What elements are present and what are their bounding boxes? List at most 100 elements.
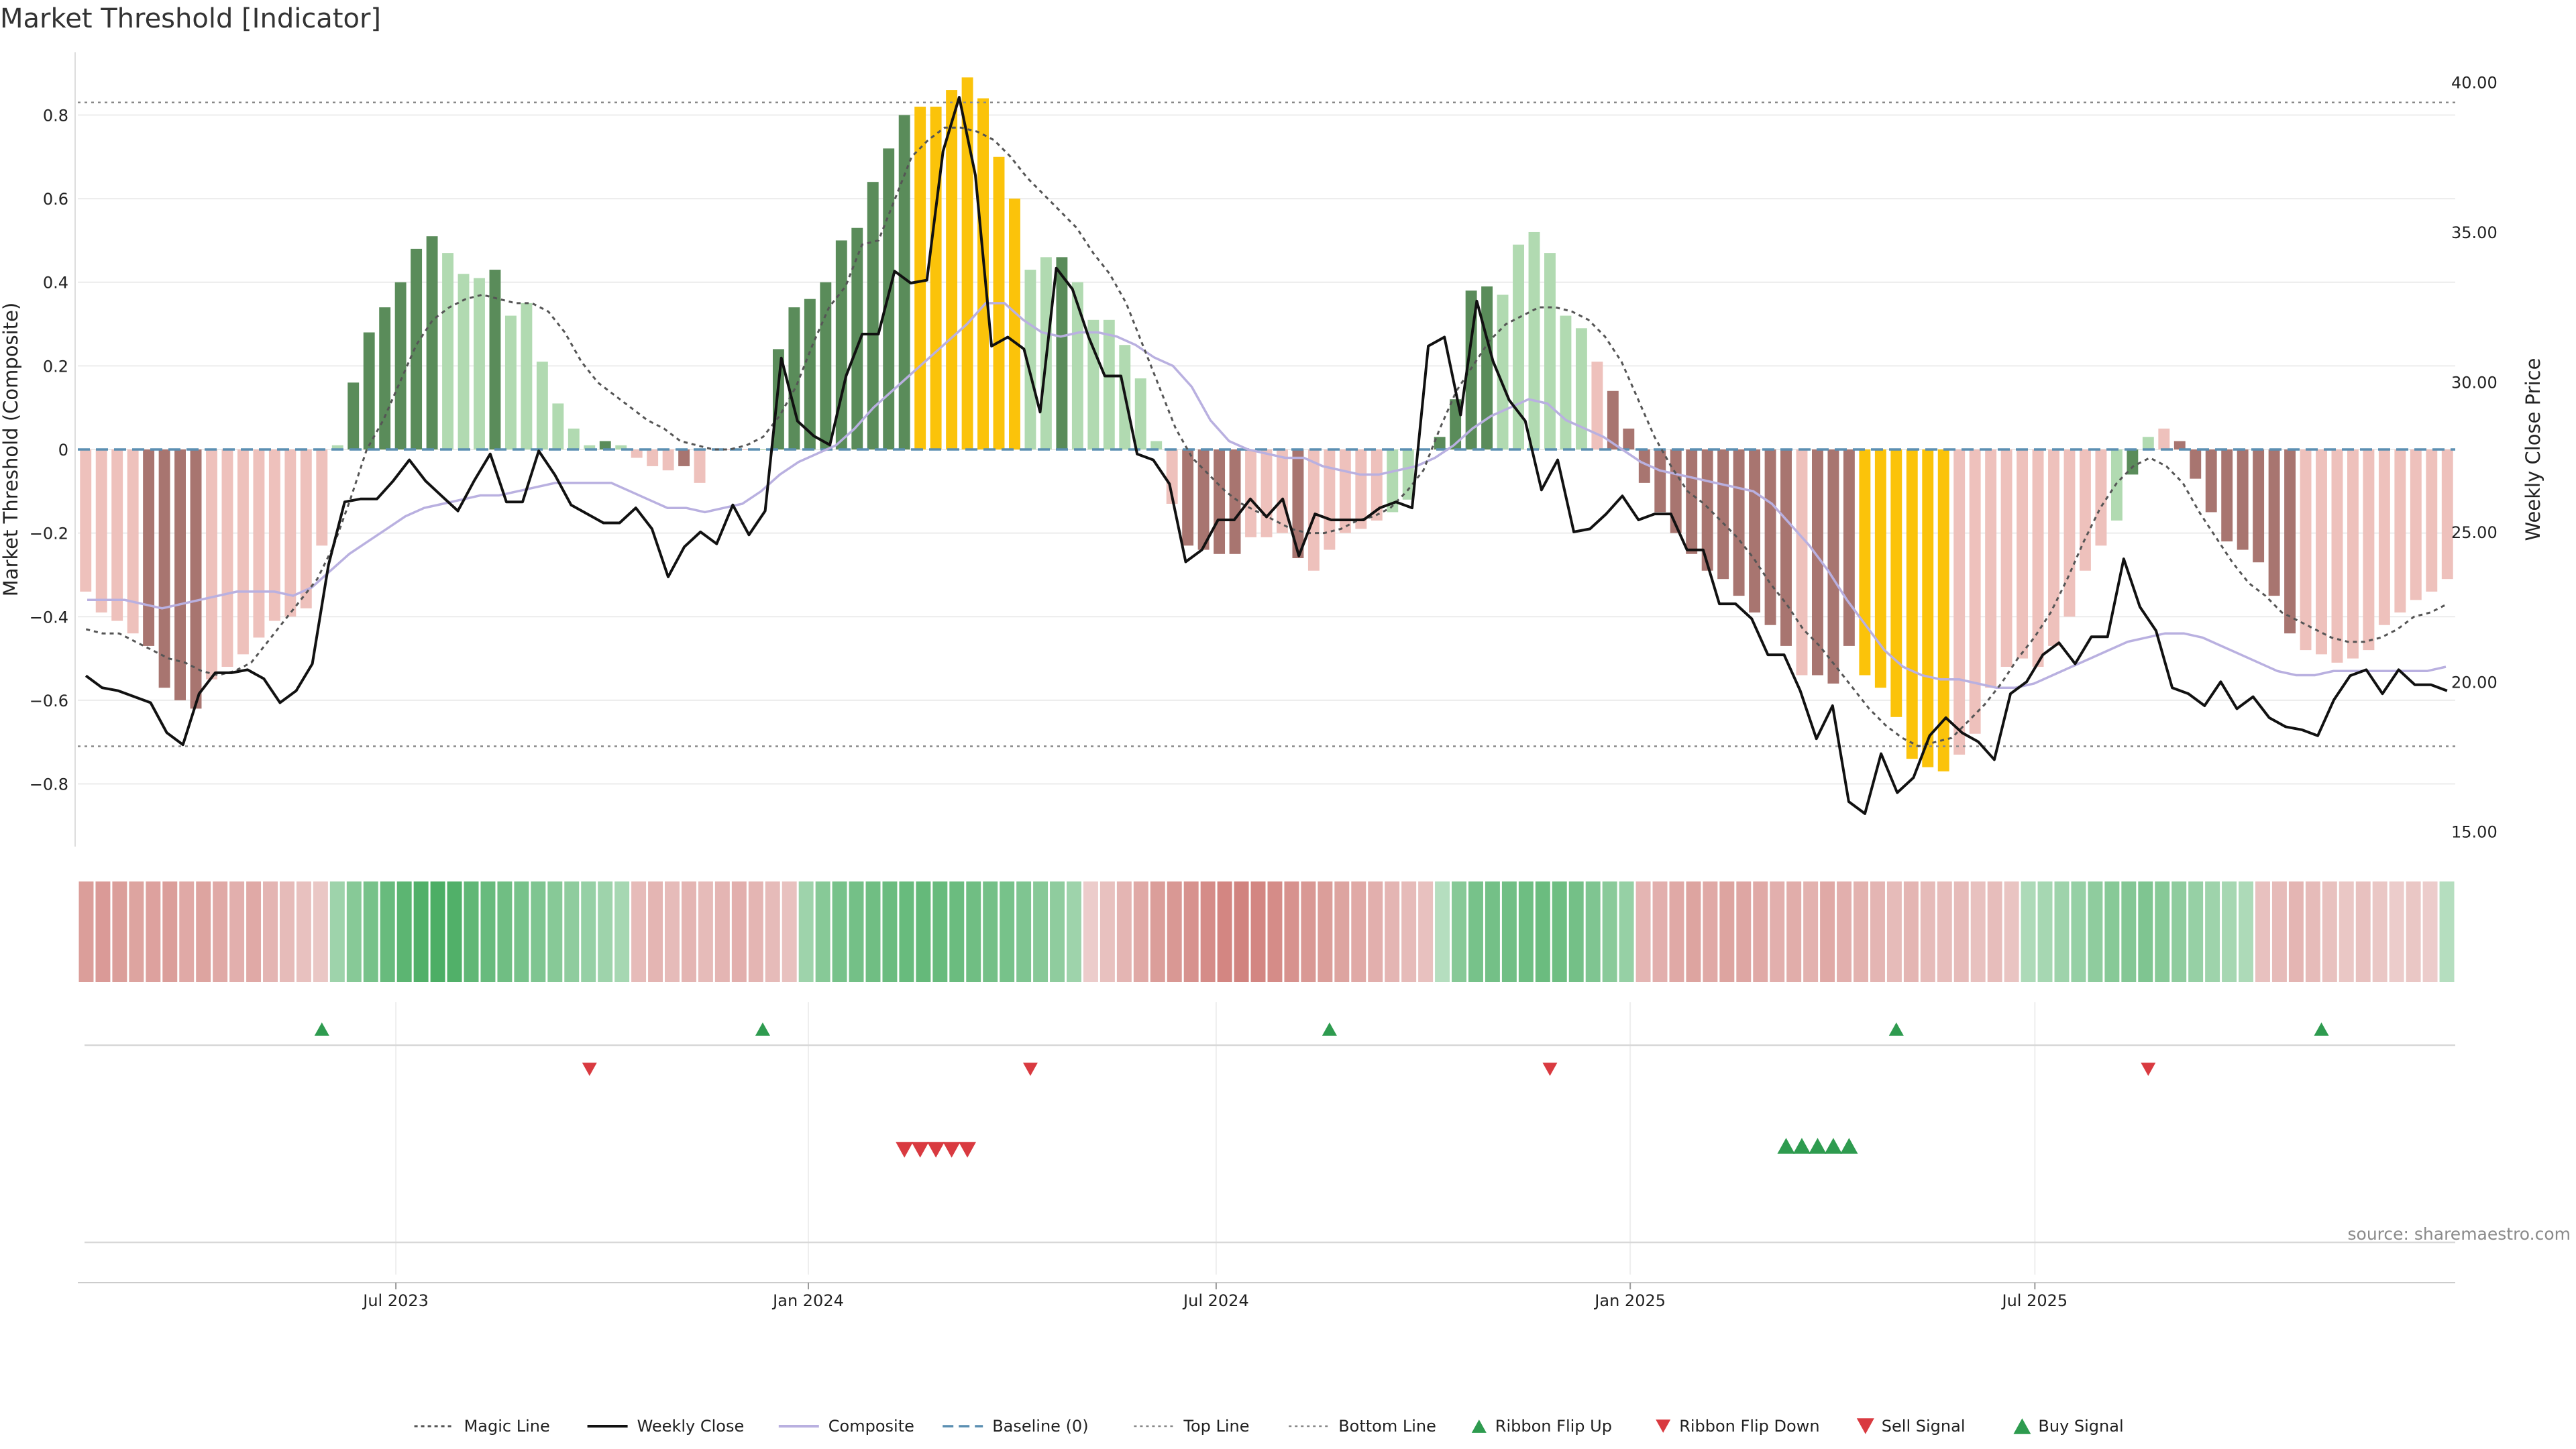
left-tick-label: −0.2: [30, 525, 68, 543]
composite-bar: [1009, 199, 1020, 449]
composite-bar: [946, 90, 958, 449]
legend-item-sell: Sell Signal: [1856, 1417, 1965, 1436]
weekly-close-line: [85, 96, 2448, 815]
composite-bar: [1481, 286, 1493, 449]
composite-bar: [158, 449, 170, 688]
ribbon-cell: [748, 881, 763, 982]
composite-bar: [2205, 449, 2217, 513]
legend-label: Magic Line: [464, 1417, 550, 1436]
ribbon-cell: [1183, 881, 1199, 982]
ribbon-cell: [932, 881, 948, 982]
composite-bar: [221, 449, 233, 667]
right-tick-label: 30.00: [2451, 373, 2498, 392]
composite-bar: [1056, 257, 1068, 449]
composite-bar: [1544, 253, 1556, 449]
legend-swatch-flipup: [1471, 1419, 1487, 1433]
ribbon-flip-down-marker: [1022, 1063, 1038, 1076]
ribbon-cell: [1602, 881, 1617, 982]
composite-bar: [347, 382, 360, 449]
composite-bar: [1166, 449, 1178, 504]
ribbon-cell: [129, 881, 144, 982]
ribbon-cell: [162, 881, 178, 982]
ribbon-cell: [1099, 881, 1115, 982]
composite-bar: [1513, 244, 1524, 449]
composite-bar: [1450, 399, 1462, 449]
right-axis-label: Weekly Close Price: [2522, 358, 2544, 541]
ribbon-cell: [1200, 881, 1216, 982]
ribbon-cell: [2071, 881, 2086, 982]
composite-bar: [2363, 449, 2375, 651]
ribbon-cell: [614, 881, 630, 982]
composite-bar: [190, 449, 202, 709]
ribbon-cell: [865, 881, 881, 982]
composite-bar: [426, 236, 438, 449]
ribbon-cell: [1652, 881, 1668, 982]
buy-signal-marker: [1792, 1138, 1811, 1154]
composite-bar: [268, 449, 280, 621]
ribbon-cell: [1501, 881, 1517, 982]
x-tick-label: Jul 2023: [362, 1291, 429, 1310]
legend-swatch-sell: [1856, 1418, 1874, 1434]
composite-bar: [1922, 449, 1934, 767]
composite-bar: [1134, 378, 1146, 449]
ribbon-cell: [1167, 881, 1182, 982]
composite-bar: [2142, 437, 2154, 449]
composite-bar: [1796, 449, 1808, 676]
composite-bar: [804, 299, 816, 449]
ribbon-cell: [1334, 881, 1350, 982]
composite-bar: [977, 98, 989, 449]
ribbon-cell: [598, 881, 613, 982]
ribbon-cell: [112, 881, 127, 982]
composite-bars: [80, 77, 2453, 771]
ribbon-cell: [1217, 881, 1232, 982]
ribbon-cell: [2305, 881, 2320, 982]
composite-bar: [2221, 449, 2233, 542]
ribbon-cell: [2155, 881, 2170, 982]
left-tick-label: 0.8: [43, 106, 68, 125]
ribbon-cell: [2255, 881, 2270, 982]
sell-signal-marker: [896, 1142, 914, 1158]
composite-bar: [867, 182, 879, 449]
composite-bar: [111, 449, 123, 621]
ribbon-cell: [296, 881, 311, 982]
ribbon-cell: [1284, 881, 1299, 982]
ribbon-cell: [2222, 881, 2237, 982]
composite-line: [87, 302, 2447, 689]
ribbon-cell: [313, 881, 328, 982]
composite-bar: [1780, 449, 1792, 646]
ribbon-cell: [1987, 881, 2002, 982]
left-tick-label: −0.4: [30, 608, 68, 627]
composite-bar: [1229, 449, 1241, 554]
composite-bar: [379, 307, 391, 449]
ribbon-cell: [983, 881, 998, 982]
composite-bar: [1591, 362, 1603, 449]
composite-bar: [1402, 449, 1414, 500]
composite-bar: [363, 332, 375, 449]
ribbon-cell: [1903, 881, 1919, 982]
ribbon-cell: [1803, 881, 1819, 982]
ribbon-cell: [1083, 881, 1098, 982]
composite-bar: [647, 449, 659, 466]
composite-bar: [2378, 449, 2390, 625]
ribbon-cell: [246, 881, 262, 982]
ribbon-cell: [547, 881, 563, 982]
indicator-lines: [78, 96, 2455, 815]
legend-swatch-buy: [2013, 1418, 2031, 1434]
ribbon-cell: [1686, 881, 1701, 982]
composite-bar: [2127, 449, 2139, 475]
ribbon-cell: [1568, 881, 1584, 982]
composite-bar: [1607, 390, 1619, 449]
composite-bar: [757, 449, 769, 450]
composite-bar: [2063, 449, 2076, 617]
composite-bar: [2394, 449, 2406, 613]
x-tick-label: Jan 2024: [771, 1291, 844, 1310]
ribbon-cell: [1736, 881, 1752, 982]
composite-bar: [1812, 449, 1823, 676]
composite-bar: [95, 449, 107, 613]
ribbon-cell: [1770, 881, 1785, 982]
ribbon-cell: [631, 881, 647, 982]
ribbon-cell: [681, 881, 696, 982]
legend-item-composite: Composite: [778, 1417, 914, 1436]
ribbon-cell: [916, 881, 931, 982]
